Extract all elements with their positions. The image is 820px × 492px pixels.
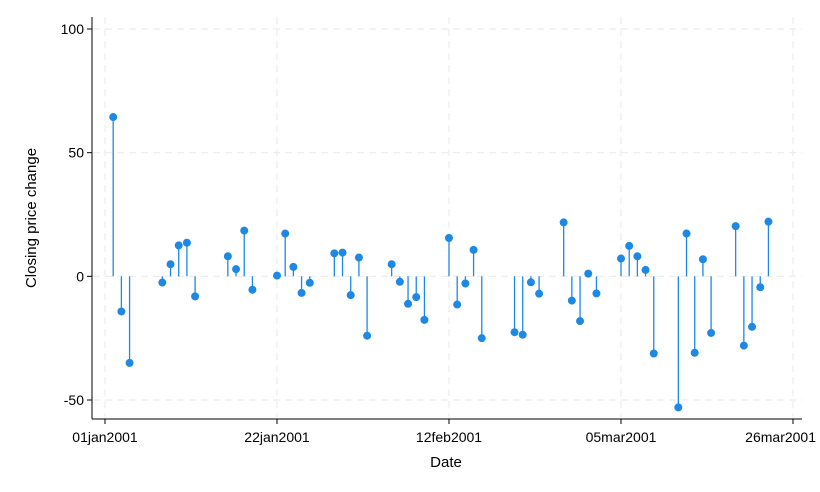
data-point-15 bbox=[297, 288, 306, 297]
data-point-23 bbox=[395, 277, 404, 286]
data-point-46 bbox=[674, 403, 683, 412]
data-point-21 bbox=[363, 331, 372, 340]
y-axis-title: Closing price change bbox=[23, 148, 40, 288]
data-point-37 bbox=[567, 296, 576, 305]
x-tick-label-0: 01jan2001 bbox=[72, 429, 138, 445]
data-point-17 bbox=[330, 249, 339, 258]
x-axis-title: Date bbox=[430, 454, 462, 471]
x-tick-label-4: 26mar2001 bbox=[745, 429, 816, 445]
y-tick-label-3: 100 bbox=[61, 21, 85, 37]
data-point-26 bbox=[420, 315, 429, 324]
y-tick-label-1: 0 bbox=[76, 268, 84, 284]
data-point-44 bbox=[641, 265, 650, 274]
data-point-27 bbox=[445, 233, 453, 242]
data-point-12 bbox=[273, 271, 281, 280]
data-point-28 bbox=[453, 300, 462, 309]
data-point-34 bbox=[526, 278, 535, 287]
data-point-9 bbox=[232, 265, 241, 274]
data-point-14 bbox=[289, 262, 298, 271]
data-point-49 bbox=[698, 255, 707, 264]
data-point-19 bbox=[346, 291, 355, 300]
data-point-53 bbox=[748, 322, 757, 331]
data-point-55 bbox=[764, 217, 773, 226]
data-point-32 bbox=[510, 328, 519, 337]
data-point-47 bbox=[682, 229, 691, 238]
data-point-4 bbox=[166, 260, 175, 269]
data-point-52 bbox=[739, 341, 748, 350]
data-point-10 bbox=[240, 226, 249, 235]
data-point-36 bbox=[559, 218, 568, 227]
data-point-22 bbox=[387, 260, 396, 269]
data-point-3 bbox=[158, 278, 167, 287]
data-point-42 bbox=[625, 241, 634, 250]
data-point-25 bbox=[412, 293, 421, 302]
grid-lines bbox=[93, 17, 802, 418]
spike-series bbox=[109, 113, 773, 412]
data-point-51 bbox=[731, 222, 740, 231]
data-point-0 bbox=[109, 113, 118, 122]
data-point-30 bbox=[469, 245, 478, 254]
data-point-40 bbox=[592, 289, 601, 298]
data-point-1 bbox=[117, 307, 126, 316]
data-point-45 bbox=[649, 349, 658, 358]
y-tick-label-0: -50 bbox=[64, 392, 84, 408]
data-point-31 bbox=[477, 334, 486, 343]
data-point-33 bbox=[518, 330, 527, 339]
data-point-20 bbox=[354, 253, 363, 262]
data-point-35 bbox=[535, 289, 544, 298]
x-tick-label-2: 12feb2001 bbox=[416, 429, 482, 445]
data-point-43 bbox=[633, 252, 642, 261]
data-point-11 bbox=[248, 285, 257, 294]
data-point-7 bbox=[191, 292, 200, 301]
data-point-13 bbox=[281, 229, 290, 238]
tick-labels: -50 0 50 100 01jan2001 22jan2001 12feb2001 05ma… bbox=[61, 21, 817, 445]
data-point-39 bbox=[584, 269, 593, 278]
data-point-5 bbox=[174, 241, 183, 250]
data-point-41 bbox=[617, 254, 625, 263]
data-point-16 bbox=[305, 278, 314, 287]
data-point-29 bbox=[461, 279, 470, 288]
data-point-38 bbox=[576, 317, 585, 326]
x-tick-label-3: 05mar2001 bbox=[586, 429, 657, 445]
data-point-24 bbox=[404, 299, 413, 308]
data-point-6 bbox=[182, 238, 191, 247]
axes bbox=[87, 17, 802, 424]
y-tick-label-2: 50 bbox=[68, 145, 84, 161]
data-point-2 bbox=[125, 358, 134, 367]
data-point-50 bbox=[707, 328, 716, 337]
data-point-8 bbox=[223, 252, 232, 261]
data-point-18 bbox=[338, 248, 347, 257]
x-tick-label-1: 22jan2001 bbox=[244, 429, 310, 445]
data-point-48 bbox=[690, 348, 699, 357]
data-point-54 bbox=[756, 283, 765, 292]
